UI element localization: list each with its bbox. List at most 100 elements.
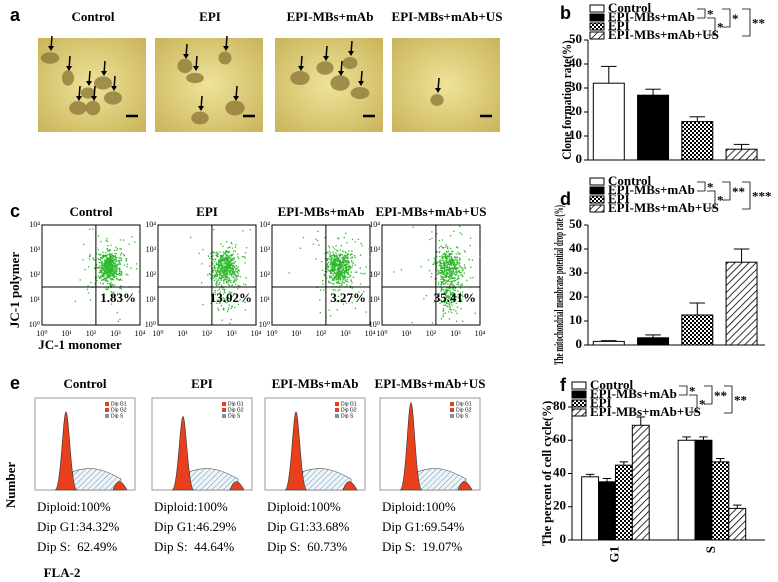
event [323, 274, 326, 276]
event [109, 249, 111, 252]
legend-swatch [589, 4, 605, 13]
event [100, 256, 102, 259]
event [343, 255, 345, 257]
legend-label: EPI [590, 395, 612, 410]
event [445, 279, 447, 281]
event [334, 265, 336, 268]
event [459, 301, 462, 303]
event [219, 269, 221, 272]
event [115, 272, 117, 275]
event [202, 248, 204, 251]
significance-mark: * [699, 396, 706, 411]
event [436, 262, 438, 264]
event [450, 294, 452, 296]
event [222, 287, 225, 289]
dip-g1-peak [284, 411, 308, 491]
bar [592, 340, 625, 346]
event [225, 262, 227, 265]
event [215, 275, 218, 277]
event [232, 281, 234, 283]
y-tick-label: 10² [30, 270, 41, 279]
event [369, 272, 372, 274]
event [100, 276, 102, 278]
arrow-head [298, 66, 304, 71]
event [235, 244, 237, 246]
event [452, 271, 455, 274]
y-tick-label: 10³ [260, 245, 271, 254]
event [223, 262, 225, 264]
event [455, 302, 457, 305]
event [235, 274, 237, 276]
event [442, 278, 444, 280]
event [319, 289, 322, 291]
event [139, 243, 142, 245]
event [449, 258, 451, 261]
event [332, 282, 334, 285]
event [232, 262, 235, 264]
event [346, 278, 348, 281]
event [452, 268, 455, 270]
event [446, 273, 448, 275]
event [457, 297, 460, 299]
y-tick-label: 60 [553, 431, 566, 446]
y-tick-label: 10² [146, 270, 157, 279]
event [454, 280, 457, 282]
event [342, 281, 345, 284]
event [455, 256, 457, 259]
event [453, 260, 455, 262]
event [82, 259, 84, 261]
event [120, 248, 122, 250]
legend-label: Dip G2 [228, 407, 244, 413]
event [105, 264, 108, 266]
event [217, 252, 219, 255]
event [208, 273, 211, 275]
event [444, 264, 447, 267]
event [228, 267, 230, 270]
event [215, 283, 217, 285]
event [111, 267, 113, 269]
event [448, 260, 450, 262]
event [88, 255, 91, 258]
event [104, 259, 107, 262]
dip-s-area [187, 468, 239, 491]
event [215, 282, 218, 284]
event [218, 270, 220, 272]
event [449, 308, 451, 310]
event [446, 280, 448, 283]
event [439, 299, 441, 301]
event [219, 281, 221, 284]
event [345, 264, 347, 266]
event [108, 272, 110, 274]
event [348, 250, 350, 252]
event [128, 243, 130, 245]
event [348, 261, 350, 263]
colony [80, 87, 96, 99]
event [224, 270, 226, 273]
event [454, 289, 456, 292]
event [456, 268, 458, 270]
event [333, 283, 335, 285]
event [213, 266, 215, 269]
event [447, 256, 450, 258]
event [119, 263, 121, 266]
x-tick-label: 10² [316, 329, 327, 338]
event [450, 253, 452, 255]
event [351, 261, 353, 263]
event [319, 312, 321, 314]
event [230, 261, 232, 263]
event [103, 277, 106, 280]
event [112, 273, 114, 275]
event [226, 260, 228, 262]
event [116, 270, 118, 272]
event [126, 265, 128, 268]
panel-label: c [10, 201, 20, 221]
event [236, 272, 239, 274]
event [221, 260, 223, 262]
event [357, 238, 360, 240]
event [324, 252, 326, 255]
event [227, 280, 229, 282]
event [440, 281, 443, 283]
quadrant-percentage: 1.83% [100, 290, 136, 305]
event [106, 280, 108, 282]
arrow-head [338, 71, 344, 76]
